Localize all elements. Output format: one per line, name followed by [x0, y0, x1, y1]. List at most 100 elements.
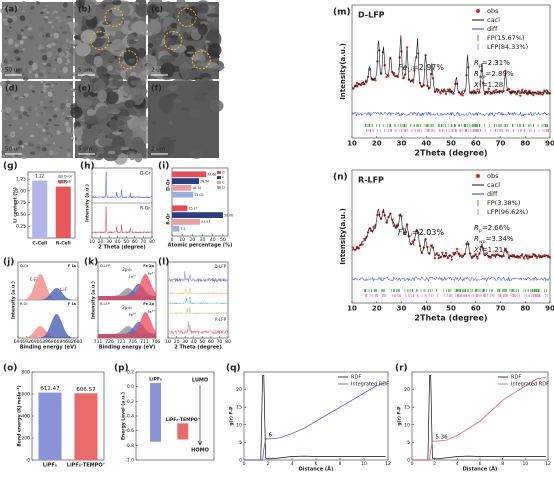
y-tick-label: 0.50: [16, 212, 26, 218]
x-tick-label: 70: [141, 239, 147, 245]
sem-texture: [4, 138, 11, 144]
obs-point: [522, 257, 526, 260]
sem-texture: [42, 62, 48, 65]
sem-texture: [52, 105, 56, 107]
value-label: 50.06: [224, 213, 233, 217]
x-tick-label: 30: [106, 239, 112, 245]
sem-texture: [21, 35, 28, 39]
sample-label: R-LFP: [358, 176, 384, 185]
sem-texture: [181, 68, 196, 82]
sem-texture: [51, 85, 54, 87]
refinement-stat-sup: 2: [479, 245, 482, 251]
sem-texture: [20, 144, 25, 149]
sem-texture: [30, 8, 33, 10]
value-label: 18.74: [192, 186, 201, 190]
bar: [172, 171, 207, 178]
sem-texture: [58, 146, 63, 150]
sem-texture: [39, 100, 44, 106]
sem-texture: [151, 49, 157, 54]
sem-texture: [46, 11, 50, 14]
panel-label: (i): [158, 162, 169, 172]
sem-texture: [42, 106, 48, 109]
sem-texture: [21, 72, 25, 76]
sem-texture: [66, 152, 71, 158]
sem-texture: [146, 3, 161, 20]
obs-point: [504, 69, 507, 73]
obs-point: [532, 93, 535, 97]
x-tick-label: LiPF₆: [43, 463, 57, 469]
obs-point: [541, 93, 544, 96]
y-tick-label: -0.2: [125, 399, 134, 405]
obs-point: [537, 92, 541, 96]
plot-frame: [27, 171, 76, 239]
sem-texture: [150, 121, 157, 126]
x-tick-label: 30: [397, 140, 407, 148]
sem-texture: [67, 148, 71, 152]
legend-label: FP(3.38%): [487, 199, 520, 207]
sem-texture: [160, 122, 170, 132]
sem-texture: [53, 141, 56, 145]
sem-texture: [4, 135, 8, 138]
y-axis-label: Intensity (a.u.): [11, 281, 17, 319]
highlight-circle: [163, 31, 183, 50]
sem-texture: [16, 92, 20, 97]
sem-texture: [195, 88, 207, 101]
sem-texture: [47, 91, 53, 97]
sem-texture: [8, 6, 13, 8]
sem-texture: [151, 52, 156, 56]
rdf-line: [244, 375, 386, 461]
sem-texture: [7, 17, 13, 24]
sem-texture: [170, 44, 187, 53]
sem-texture: [26, 114, 30, 117]
x-tick-label: 20: [98, 239, 104, 245]
spectrum-title: Fe 2p: [143, 264, 154, 268]
sem-label: (a): [5, 5, 18, 14]
y-axis-label: Li content (%): [13, 187, 19, 223]
legend-swatch: [217, 176, 221, 179]
sem-texture: [0, 8, 6, 14]
refinement-stat: X2=1.21: [473, 245, 503, 254]
sem-texture: [46, 51, 53, 58]
sem-texture: [10, 59, 14, 62]
scale-label: 2 um: [151, 68, 165, 74]
y-tick-label: 0: [239, 458, 242, 464]
x-tick-label: 80: [225, 339, 231, 345]
obs-point: [524, 89, 528, 92]
sem-texture: [146, 61, 156, 72]
sem-texture: [82, 156, 88, 160]
sem-texture: [27, 142, 33, 147]
obs-point: [411, 240, 414, 243]
sem-texture: [8, 49, 12, 51]
legend-label: R-Gr: [64, 180, 72, 184]
obs-point: [374, 79, 377, 82]
sem-texture: [25, 68, 28, 72]
legend-swatch: [217, 186, 221, 189]
rdf-line: [244, 382, 386, 461]
series-label: D-LFP: [100, 264, 110, 268]
sem-image: [68, 0, 150, 86]
sem-texture: [65, 62, 69, 65]
y-axis-label: Intensity (a.u.): [85, 184, 91, 222]
sem-texture: [43, 137, 49, 143]
x-tick-label: 682: [65, 339, 74, 345]
sem-texture: [46, 62, 52, 67]
sem-texture: [125, 31, 130, 34]
sem-texture: [36, 149, 42, 152]
sem-texture: [110, 38, 127, 57]
bar: [32, 180, 48, 238]
x-axis-label: Distance (Å): [299, 466, 334, 473]
obs-point: [455, 247, 459, 251]
sem-texture: [46, 44, 52, 48]
value-label: 1.22: [35, 173, 44, 178]
sem-texture: [65, 156, 69, 158]
sem-image: [142, 0, 225, 84]
sem-texture: [27, 106, 32, 112]
value-label: 7.2: [180, 227, 185, 231]
sem-texture: [0, 81, 6, 87]
peak-fit: [98, 274, 156, 300]
sem-texture: [209, 99, 224, 112]
panel-label: (j): [3, 258, 14, 268]
sem-texture: [168, 120, 174, 125]
sem-texture: [59, 2, 63, 6]
sem-texture: [36, 146, 41, 150]
